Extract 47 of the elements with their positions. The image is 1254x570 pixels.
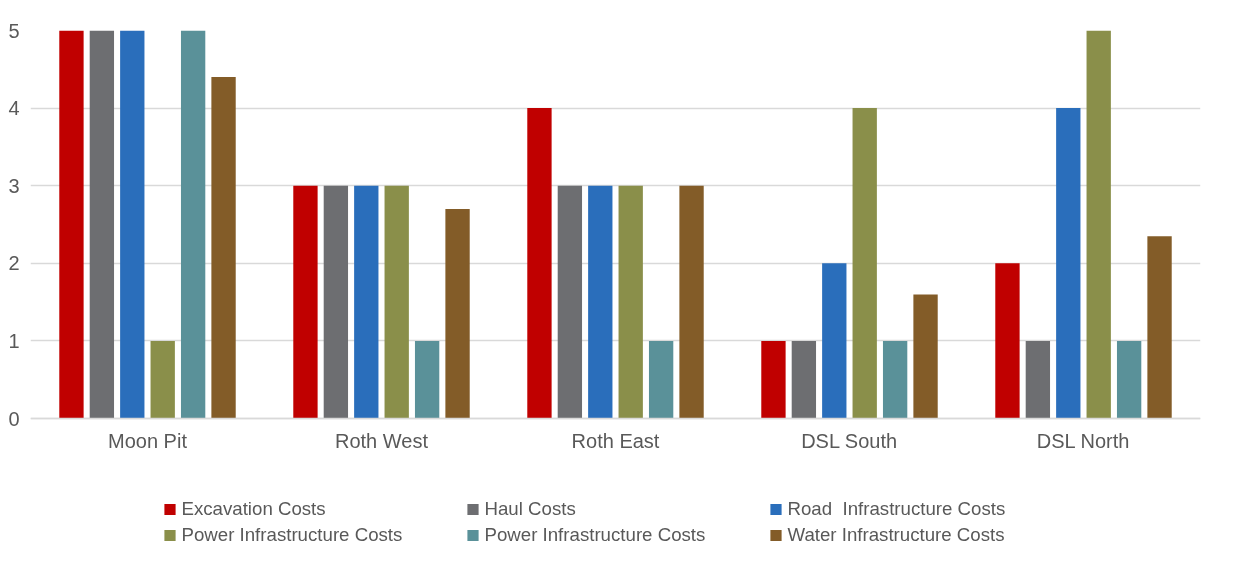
bar <box>211 77 236 419</box>
bar <box>852 108 877 419</box>
bar <box>995 263 1020 419</box>
bar <box>150 340 175 419</box>
y-tick-label: 4 <box>8 97 20 120</box>
bar <box>618 185 643 419</box>
bar <box>1147 236 1172 419</box>
bar <box>913 294 938 419</box>
legend-label: Power Infrastructure Costs <box>484 524 707 546</box>
bar <box>527 108 552 419</box>
y-tick-label: 1 <box>8 329 20 352</box>
x-tick-label: DSL North <box>1036 429 1130 452</box>
bar <box>822 263 847 419</box>
bar <box>1025 340 1051 419</box>
legend-label: Power Infrastructure Costs <box>181 524 404 546</box>
bar <box>588 185 613 419</box>
bar <box>59 30 84 419</box>
y-tick-label: 5 <box>8 19 20 42</box>
bar <box>679 185 704 419</box>
bar <box>648 340 674 419</box>
bar <box>384 185 409 419</box>
y-tick-label: 0 <box>8 407 20 430</box>
legend-label: Haul Costs <box>484 498 577 520</box>
bar <box>1086 30 1111 419</box>
bar <box>354 185 379 419</box>
x-tick-label: Roth West <box>335 429 429 452</box>
bar <box>120 30 145 419</box>
x-tick-label: Moon Pit <box>108 429 188 452</box>
bar <box>761 340 786 419</box>
x-tick-label: Roth East <box>571 429 660 452</box>
bar <box>791 340 817 419</box>
legend-label: Road Infrastructure Costs <box>787 498 1007 520</box>
legend-label: Water Infrastructure Costs <box>787 524 1006 546</box>
bar <box>180 30 206 419</box>
bar <box>1056 108 1081 419</box>
bar <box>323 185 349 419</box>
bar <box>445 209 470 419</box>
bar <box>1116 340 1142 419</box>
legend-label: Excavation Costs <box>181 498 327 520</box>
bar <box>882 340 908 419</box>
bar <box>414 340 440 419</box>
y-tick-label: 3 <box>8 174 20 197</box>
bar <box>89 30 115 419</box>
bar <box>293 185 318 419</box>
x-tick-label: DSL South <box>801 429 898 452</box>
bar <box>557 185 583 419</box>
y-tick-label: 2 <box>8 252 20 275</box>
